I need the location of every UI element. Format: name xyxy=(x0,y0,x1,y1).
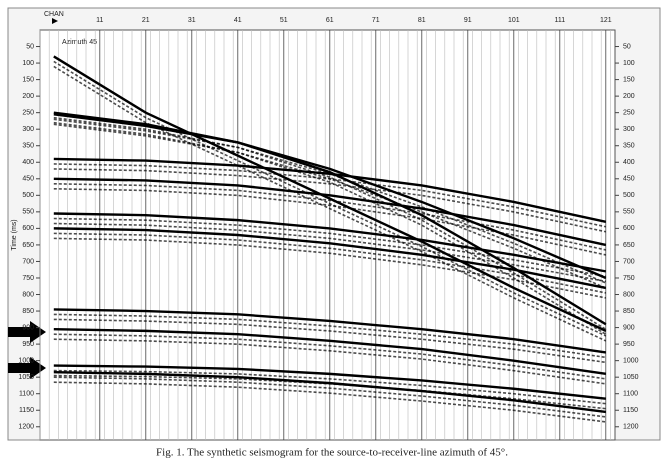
x-tick-label: 71 xyxy=(372,17,380,24)
y-tick-label: 1150 xyxy=(19,407,34,414)
y-tick-label: 650 xyxy=(623,242,635,249)
y-tick-label: 600 xyxy=(623,225,635,232)
x-tick-label: 41 xyxy=(234,17,242,24)
y-tick-label: 900 xyxy=(623,324,635,331)
annotation: Azimuth 45 xyxy=(62,39,97,46)
wiggle xyxy=(53,237,606,299)
x-tick-label: 81 xyxy=(418,17,426,24)
wiggle xyxy=(53,376,606,418)
wiggle xyxy=(53,116,607,330)
wiggle xyxy=(53,369,606,405)
y-tick-label: 1050 xyxy=(18,374,34,381)
wiggle xyxy=(53,333,606,380)
y-tick-label: 150 xyxy=(623,76,635,83)
wiggle xyxy=(53,168,606,233)
event xyxy=(53,364,606,400)
y-tick-label: 300 xyxy=(22,126,34,133)
y-tick-label: 750 xyxy=(623,275,635,282)
y-tick-label: 650 xyxy=(22,242,34,249)
y-tick-label: 950 xyxy=(623,341,635,348)
y-tick-label: 550 xyxy=(623,209,635,216)
wiggle xyxy=(53,222,606,283)
arrow xyxy=(8,321,46,343)
x-tick-label: 121 xyxy=(600,17,612,24)
x-tick-label: 111 xyxy=(554,17,565,24)
y-tick-label: 600 xyxy=(22,225,34,232)
wiggle xyxy=(53,182,606,251)
event xyxy=(53,177,607,247)
y-tick-label: 1100 xyxy=(623,391,638,398)
y-tick-label: 350 xyxy=(623,143,635,150)
y-tick-label: 150 xyxy=(22,76,34,83)
y-tick-label: 800 xyxy=(22,291,34,298)
wiggle xyxy=(53,187,606,256)
y-tick-label: 700 xyxy=(623,258,635,265)
y-tick-label: 350 xyxy=(22,143,34,150)
x-tick-label: 61 xyxy=(326,17,334,24)
y-tick-label: 1000 xyxy=(18,357,34,364)
event xyxy=(53,227,607,290)
caption: Fig. 1. The synthetic seismogram for the… xyxy=(156,447,508,459)
event xyxy=(53,113,607,280)
wiggle xyxy=(53,381,606,423)
x-tick-label: 51 xyxy=(280,17,288,24)
y-tick-label: 800 xyxy=(623,291,635,298)
y-axis-label: Time (ms) xyxy=(11,219,18,250)
y-tick-label: 500 xyxy=(623,192,635,199)
y-tick-label: 100 xyxy=(22,60,34,67)
event xyxy=(53,157,607,223)
event xyxy=(53,212,607,273)
y-tick-label: 850 xyxy=(22,308,34,315)
event xyxy=(53,55,607,332)
y-tick-label: 450 xyxy=(623,176,635,183)
wiggle xyxy=(53,232,606,294)
wiggle xyxy=(53,318,606,364)
event xyxy=(53,371,606,414)
y-tick-label: 1200 xyxy=(623,424,639,431)
y-tick-label: 950 xyxy=(22,341,34,348)
y-tick-label: 850 xyxy=(623,308,635,315)
y-tick-label: 200 xyxy=(623,93,635,100)
wiggle xyxy=(53,163,606,228)
y-tick-label: 1150 xyxy=(623,407,638,414)
x-axis-label: CHAN xyxy=(44,11,64,18)
y-tick-label: 100 xyxy=(623,60,635,67)
x-tick-label: 31 xyxy=(188,17,196,24)
y-tick-label: 1050 xyxy=(623,374,639,381)
x-tick-label: 11 xyxy=(96,17,103,24)
y-tick-label: 450 xyxy=(22,176,34,183)
x-tick-label: 91 xyxy=(464,17,472,24)
chan-marker xyxy=(52,18,58,24)
y-tick-label: 200 xyxy=(22,93,34,100)
y-tick-label: 1200 xyxy=(18,424,34,431)
x-tick-label: 21 xyxy=(142,17,150,24)
y-tick-label: 1100 xyxy=(19,391,34,398)
y-tick-label: 500 xyxy=(22,192,34,199)
y-tick-label: 700 xyxy=(22,258,34,265)
event xyxy=(53,328,606,376)
y-tick-label: 400 xyxy=(623,159,635,166)
x-tick-label: 101 xyxy=(508,17,520,24)
y-tick-label: 750 xyxy=(22,275,34,282)
y-tick-label: 50 xyxy=(26,43,34,50)
y-tick-label: 900 xyxy=(22,324,34,331)
y-tick-label: 300 xyxy=(623,126,635,133)
wiggle xyxy=(53,313,606,359)
y-tick-label: 50 xyxy=(623,43,631,50)
event xyxy=(53,111,607,326)
wiggle xyxy=(53,60,607,337)
wiggle xyxy=(53,121,607,335)
arrow xyxy=(8,357,46,379)
y-tick-label: 250 xyxy=(623,110,635,117)
y-tick-label: 400 xyxy=(22,159,34,166)
y-tick-label: 550 xyxy=(22,209,34,216)
wiggle xyxy=(53,338,606,385)
wiggle xyxy=(53,217,606,278)
wiggle xyxy=(53,65,607,342)
event xyxy=(53,308,606,354)
y-tick-label: 250 xyxy=(22,110,34,117)
y-tick-label: 1000 xyxy=(623,357,639,364)
